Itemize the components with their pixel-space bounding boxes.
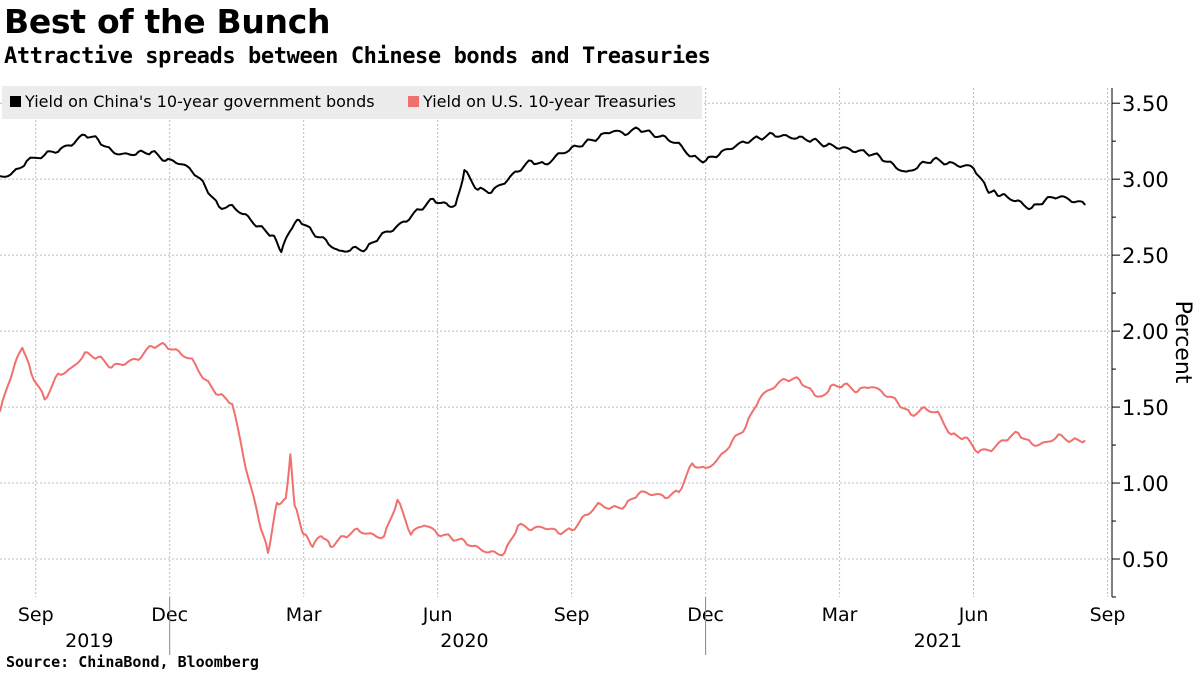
x-year-label: 2021 (914, 630, 962, 652)
legend-swatch-china (10, 96, 21, 107)
series-line-china-10y (0, 126, 1086, 254)
source-note: Source: ChinaBond, Bloomberg (6, 653, 259, 671)
legend-label-china: Yield on China's 10-year government bond… (25, 92, 375, 111)
y-tick-label: 2.50 (1122, 244, 1169, 268)
y-tick-label: 2.00 (1122, 320, 1169, 344)
x-tick-label: Jun (422, 604, 453, 626)
series-lines (0, 126, 1086, 557)
legend-item-china: Yield on China's 10-year government bond… (10, 92, 375, 111)
y-tick-label: 1.50 (1122, 396, 1169, 420)
y-tick-label: 1.00 (1122, 472, 1169, 496)
legend-swatch-us (408, 96, 419, 107)
legend-label-us: Yield on U.S. 10-year Treasuries (423, 92, 676, 111)
y-axis-title: Percent (1170, 301, 1195, 384)
chart-subtitle: Attractive spreads between Chinese bonds… (4, 44, 711, 69)
x-tick-label: Sep (554, 604, 590, 626)
y-tick-label: 0.50 (1122, 548, 1169, 572)
chart-title: Best of the Bunch (4, 2, 331, 41)
y-tick-label: 3.50 (1122, 92, 1169, 116)
x-tick-label: Jun (958, 604, 989, 626)
x-tick-label: Sep (18, 604, 54, 626)
series-line-us-10y (0, 341, 1086, 557)
x-year-label: 2020 (440, 630, 488, 652)
legend-item-us: Yield on U.S. 10-year Treasuries (408, 92, 676, 111)
y-tick-label: 3.00 (1122, 168, 1169, 192)
x-tick-label: Mar (286, 604, 322, 626)
x-tick-label: Mar (822, 604, 858, 626)
legend-background (2, 86, 702, 119)
x-year-label: 2019 (65, 630, 113, 652)
x-tick-label: Sep (1090, 604, 1126, 626)
